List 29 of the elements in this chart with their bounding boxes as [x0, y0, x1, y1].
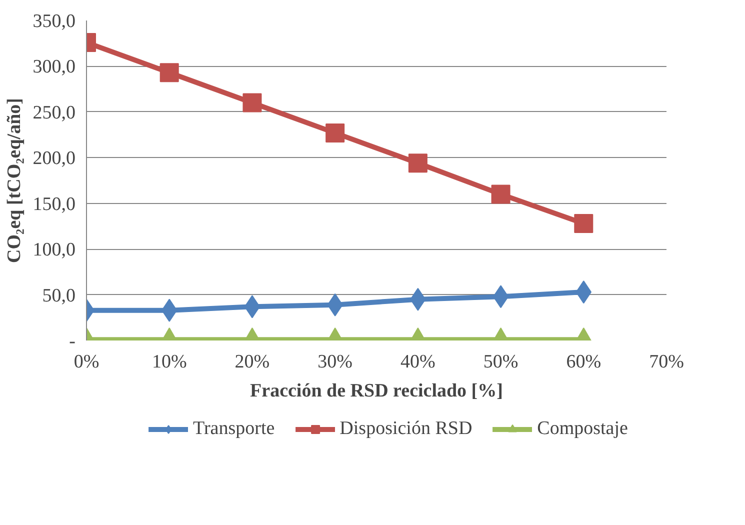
point — [492, 285, 509, 308]
y-tick-label: 100,0 — [32, 240, 76, 261]
y-tick-label: 250,0 — [32, 102, 76, 124]
x-tick-label: 10% — [152, 352, 187, 372]
y-tick-label: 150,0 — [32, 194, 76, 215]
x-tick-label: 0% — [74, 352, 100, 372]
y-tick-label: 350,0 — [32, 11, 76, 32]
x-tick-label: 30% — [318, 352, 353, 372]
y-tick-label: 50,0 — [42, 285, 76, 306]
point — [160, 63, 179, 82]
point — [408, 154, 428, 173]
legend-label: Compostaje — [537, 418, 628, 440]
x-tick-label: 70% — [649, 352, 684, 372]
legend-label: Transporte — [193, 418, 275, 440]
x-axis-title: Fracción de RSD reciclado [%] — [250, 380, 503, 402]
point — [244, 295, 260, 318]
y-tick-label: 300,0 — [32, 56, 76, 78]
y-axis-title: CO₂eq [tCO₂eq/año] — [4, 98, 25, 263]
point — [574, 214, 594, 233]
x-tick-label: 20% — [234, 352, 270, 372]
x-tick-label: 40% — [400, 352, 436, 372]
x-tick-label: 50% — [483, 352, 518, 372]
point — [242, 93, 262, 112]
x-tick-label: 60% — [566, 352, 602, 372]
legend-label: Disposición RSD — [340, 418, 472, 440]
point — [326, 123, 345, 142]
y-tick-label: 200,0 — [32, 148, 76, 170]
point — [491, 184, 510, 204]
y-tick-label: - — [69, 331, 76, 352]
